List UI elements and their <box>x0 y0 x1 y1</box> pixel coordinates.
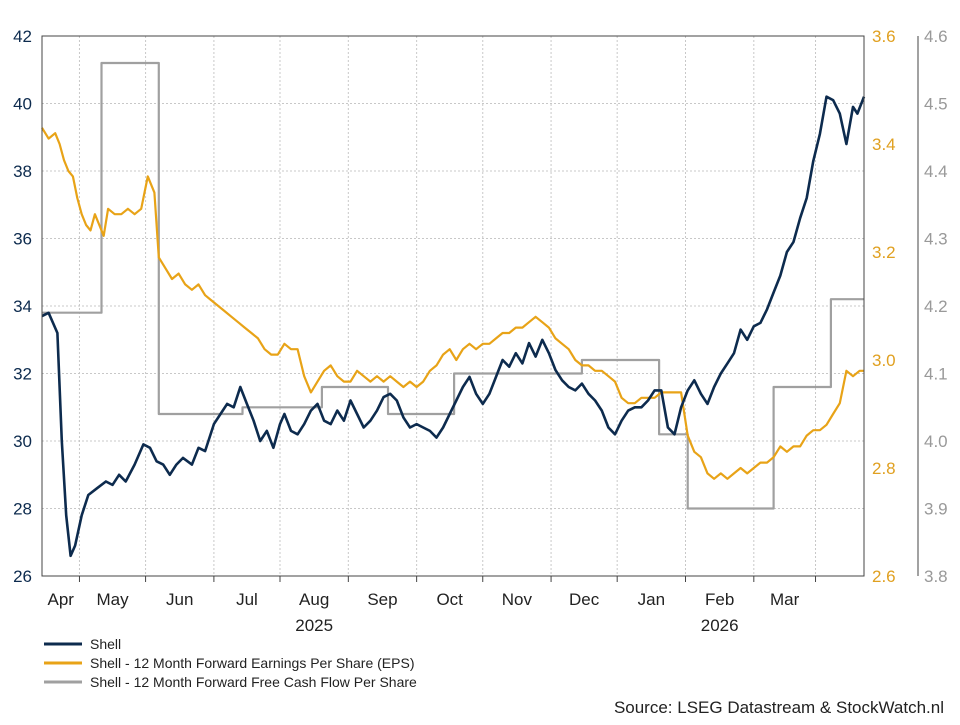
month-label: Sep <box>367 590 397 609</box>
legend-fcf-label: Shell - 12 Month Forward Free Cash Flow … <box>90 674 417 690</box>
month-label: Mar <box>770 590 800 609</box>
eps-axis-tick-label: 3.0 <box>872 351 896 370</box>
eps-axis-tick-label: 3.2 <box>872 243 896 262</box>
grid-lines <box>42 36 864 576</box>
fcf-axis-tick-label: 3.8 <box>924 567 948 586</box>
series-lines <box>41 61 866 558</box>
month-label: Jan <box>638 590 665 609</box>
fcf-axis-tick-label: 4.5 <box>924 95 948 114</box>
fcf-axis-tick-label: 4.1 <box>924 365 948 384</box>
left-axis-tick-label: 30 <box>13 432 32 451</box>
month-label: Aug <box>299 590 329 609</box>
month-label: Oct <box>436 590 463 609</box>
month-label: May <box>96 590 129 609</box>
fcf-axis-tick-label: 3.9 <box>924 500 948 519</box>
left-axis-tick-label: 32 <box>13 365 32 384</box>
month-label: Nov <box>502 590 533 609</box>
eps-axis-tick-label: 3.4 <box>872 135 896 154</box>
left-axis-tick-label: 34 <box>13 297 32 316</box>
eps-line <box>41 127 864 480</box>
fcf-axis-tick-label: 4.6 <box>924 27 948 46</box>
eps-axis-tick-label: 3.6 <box>872 27 896 46</box>
left-axis-tick-label: 42 <box>13 27 32 46</box>
month-label: Apr <box>47 590 74 609</box>
month-label: Jun <box>166 590 193 609</box>
legend: Shell Shell - 12 Month Forward Earnings P… <box>44 636 417 690</box>
eps-axis-tick-label: 2.6 <box>872 567 896 586</box>
left-axis-tick-label: 26 <box>13 567 32 586</box>
legend-shell-label: Shell <box>90 636 121 652</box>
legend-eps-label: Shell - 12 Month Forward Earnings Per Sh… <box>90 655 414 671</box>
left-axis-tick-label: 36 <box>13 230 32 249</box>
fcf-axis-tick-label: 4.4 <box>924 162 948 181</box>
source-note: Source: LSEG Datastream & StockWatch.nl <box>614 698 944 717</box>
year-label: 2026 <box>701 616 739 635</box>
left-axis-tick-label: 28 <box>13 500 32 519</box>
fcf-axis-tick-label: 4.0 <box>924 432 948 451</box>
shell-price-line <box>41 95 866 558</box>
left-axis-tick-label: 38 <box>13 162 32 181</box>
month-label: Jul <box>236 590 258 609</box>
axes: 26 28 30 32 34 36 38 40 42 Apr May Jun Jul Aug Sep Oct N… <box>13 27 948 635</box>
fcf-axis-tick-label: 4.3 <box>924 230 948 249</box>
year-label: 2025 <box>295 616 333 635</box>
month-label: Feb <box>705 590 734 609</box>
eps-axis-tick-label: 2.8 <box>872 459 896 478</box>
fcf-per-share-line <box>42 61 864 510</box>
left-axis-tick-label: 40 <box>13 95 32 114</box>
fcf-axis-tick-label: 4.2 <box>924 297 948 316</box>
month-label: Dec <box>569 590 600 609</box>
plot-frame <box>41 35 865 577</box>
